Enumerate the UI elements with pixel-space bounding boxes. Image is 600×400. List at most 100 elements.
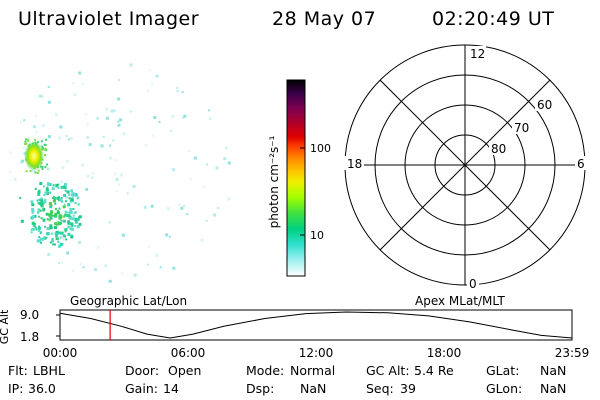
aurora-pixel [62, 238, 65, 241]
aurora-pixel [25, 142, 28, 145]
lat-label-80: 80 [491, 142, 506, 156]
aurora-pixel [57, 187, 60, 189]
aurora-pixel [49, 226, 53, 230]
aurora-pixel [49, 191, 52, 194]
aurora-pixel [31, 203, 35, 207]
aurora-pixel [35, 228, 38, 231]
glon-label: GLon: [486, 381, 523, 396]
aurora-pixel [54, 202, 57, 205]
aurora-pixel [73, 92, 77, 96]
aurora-pixel [44, 198, 47, 201]
aurora-pixel [86, 136, 89, 139]
aurora-pixel [86, 123, 89, 126]
time-tick-2359: 23:59 [555, 346, 590, 360]
aurora-pixel [40, 140, 43, 143]
aurora-pixel [148, 69, 151, 72]
aurora-pixel [65, 135, 68, 137]
aurora-pixel [70, 198, 74, 202]
aurora-pixel [60, 261, 63, 264]
aurora-pixel [94, 268, 97, 271]
aurora-pixel [58, 207, 61, 210]
aurora-pixel [147, 263, 149, 266]
aurora-pixel [153, 116, 157, 119]
aurora-pixel [178, 204, 180, 207]
aurora-pixel [46, 218, 49, 221]
aurora-pixel [61, 200, 63, 203]
glat-value: NaN [540, 363, 567, 378]
aurora-pixel [165, 233, 169, 237]
aurora-pixel [54, 113, 58, 117]
aurora-pixel [85, 113, 88, 116]
aurora-pixel [144, 144, 147, 147]
aurora-pixel [172, 168, 176, 172]
aurora-pixel [143, 205, 147, 209]
aurora-pixel [45, 212, 49, 216]
ip-value: 36.0 [28, 381, 56, 396]
aurora-pixel [206, 163, 208, 166]
aurora-pixel [85, 187, 89, 191]
aurora-pixel [72, 208, 75, 210]
aurora-pixel [47, 252, 51, 256]
aurora-pixel [39, 232, 42, 235]
aurora-pixel [63, 193, 67, 197]
aurora-pixel [37, 226, 41, 230]
aurora-pixel [151, 83, 154, 86]
aurora-pixel [19, 120, 22, 123]
aurora-pixel [62, 205, 66, 209]
aurora-pixel [81, 83, 84, 86]
aurora-pixel [76, 197, 79, 200]
timeline-right-title: Apex MLat/MLT [415, 294, 505, 308]
aurora-pixel [223, 157, 227, 161]
aurora-pixel [129, 63, 133, 67]
aurora-pixel [37, 169, 40, 172]
aurora-pixel [108, 221, 111, 224]
aurora-pixel [34, 114, 37, 117]
aurora-pixel [69, 137, 73, 140]
aurora-pixel [41, 138, 44, 141]
aurora-pixel [36, 199, 39, 202]
aurora-pixel [60, 185, 64, 189]
aurora-pixel [49, 241, 52, 244]
aurora-pixel [41, 165, 44, 168]
aurora-pixel [126, 192, 129, 195]
aurora-pixel [22, 147, 25, 150]
aurora-pixel [41, 145, 44, 148]
aurora-pixel [37, 230, 40, 232]
aurora-pixel [88, 143, 92, 147]
aurora-pixel [40, 204, 44, 208]
aurora-pixel [54, 222, 58, 226]
aurora-pixel [41, 95, 44, 98]
aurora-pixel [67, 220, 71, 224]
aurora-pixel [52, 214, 55, 217]
aurora-pixel [59, 236, 62, 239]
aurora-pixel [118, 78, 121, 81]
aurora-pixel [208, 117, 212, 121]
aurora-pixel [43, 194, 46, 196]
aurora-pixel [59, 125, 63, 129]
aurora-pixel [14, 178, 17, 181]
aurora-pixel [183, 205, 185, 208]
aurora-pixel [54, 232, 57, 235]
aurora-pixel [52, 199, 56, 203]
aurora-pixel [54, 226, 57, 229]
aurora-pixel [74, 211, 77, 214]
aurora-pixel [35, 130, 38, 133]
filter-value: LBHL [33, 363, 65, 378]
aurora-pixel [39, 94, 43, 98]
door-value: Open [168, 363, 202, 378]
aurora-pixel [31, 221, 35, 225]
aurora-pixel [50, 204, 53, 207]
aurora-pixel [54, 243, 56, 246]
aurora-pixel [31, 215, 35, 219]
aurora-pixel [67, 225, 71, 229]
aurora-pixel [19, 161, 22, 164]
aurora-pixel [46, 227, 50, 231]
aurora-pixel [115, 177, 119, 181]
aurora-pixel [66, 190, 70, 194]
aurora-pixel [176, 90, 179, 93]
aurora-pixel [82, 266, 85, 269]
aurora-pixel [48, 183, 52, 186]
aurora-pixel [146, 89, 149, 92]
